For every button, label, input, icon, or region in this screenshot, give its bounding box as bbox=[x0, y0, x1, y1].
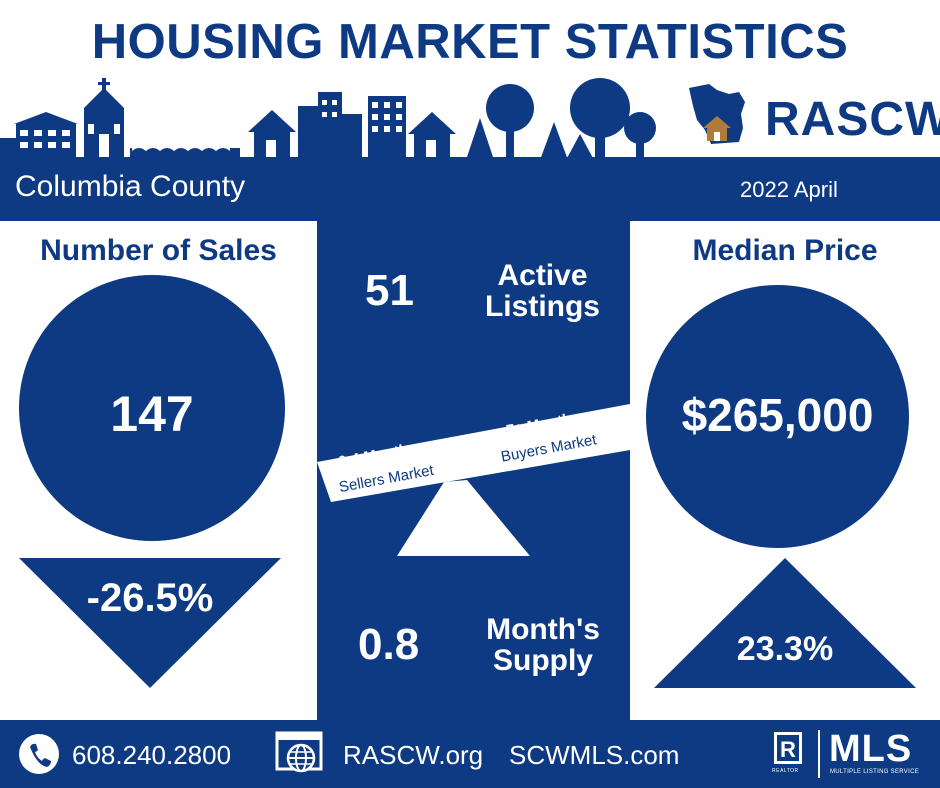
county-name: Columbia County bbox=[15, 170, 246, 203]
price-value: $265,000 bbox=[681, 389, 874, 441]
active-label-line-2: Listings bbox=[484, 290, 600, 323]
sales-label: Number of Sales bbox=[40, 234, 277, 267]
realtor-icon: R bbox=[774, 732, 802, 764]
price-circle bbox=[646, 285, 909, 548]
wisconsin-house-icon bbox=[689, 84, 745, 144]
mls-subtitle: MULTIPLE LISTING SERVICE bbox=[830, 769, 919, 775]
sales-circle bbox=[19, 275, 285, 541]
active-listings-label: Active Listings bbox=[465, 260, 620, 322]
supply-label-line-2: Supply bbox=[492, 644, 593, 677]
realtor-subtitle: REALTOR bbox=[772, 768, 799, 774]
county-band bbox=[0, 157, 940, 221]
price-label: Median Price bbox=[692, 234, 878, 267]
mls-logo: MLS bbox=[829, 728, 913, 770]
price-change: 23.3% bbox=[736, 630, 834, 668]
up-arrow-icon bbox=[654, 558, 916, 688]
phone-icon bbox=[19, 734, 59, 774]
footer-divider bbox=[818, 730, 820, 778]
phone-number[interactable]: 608.240.2800 bbox=[72, 740, 232, 770]
globe-browser-icon bbox=[275, 731, 323, 773]
months-supply-label: Month's Supply bbox=[463, 614, 623, 676]
report-period: 2022 April bbox=[740, 177, 838, 202]
website-link-rascw[interactable]: RASCW.org bbox=[343, 740, 484, 770]
page-title: HOUSING MARKET STATISTICS bbox=[91, 15, 849, 69]
active-label-line-1: Active bbox=[497, 259, 588, 292]
supply-label-line-1: Month's bbox=[486, 613, 600, 646]
realtor-mark: R bbox=[780, 737, 796, 762]
months-supply-value: 0.8 bbox=[358, 620, 420, 669]
down-arrow-icon bbox=[19, 558, 281, 688]
website-link-scwmls[interactable]: SCWMLS.com bbox=[509, 740, 680, 770]
sales-value: 147 bbox=[110, 386, 194, 442]
brand-logo: RASCW bbox=[765, 93, 940, 146]
sales-change: -26.5% bbox=[86, 576, 214, 620]
market-balance-seesaw: 0-4 Months Sellers Market 7+ Months Buye… bbox=[317, 404, 630, 556]
active-listings-value: 51 bbox=[365, 266, 414, 315]
